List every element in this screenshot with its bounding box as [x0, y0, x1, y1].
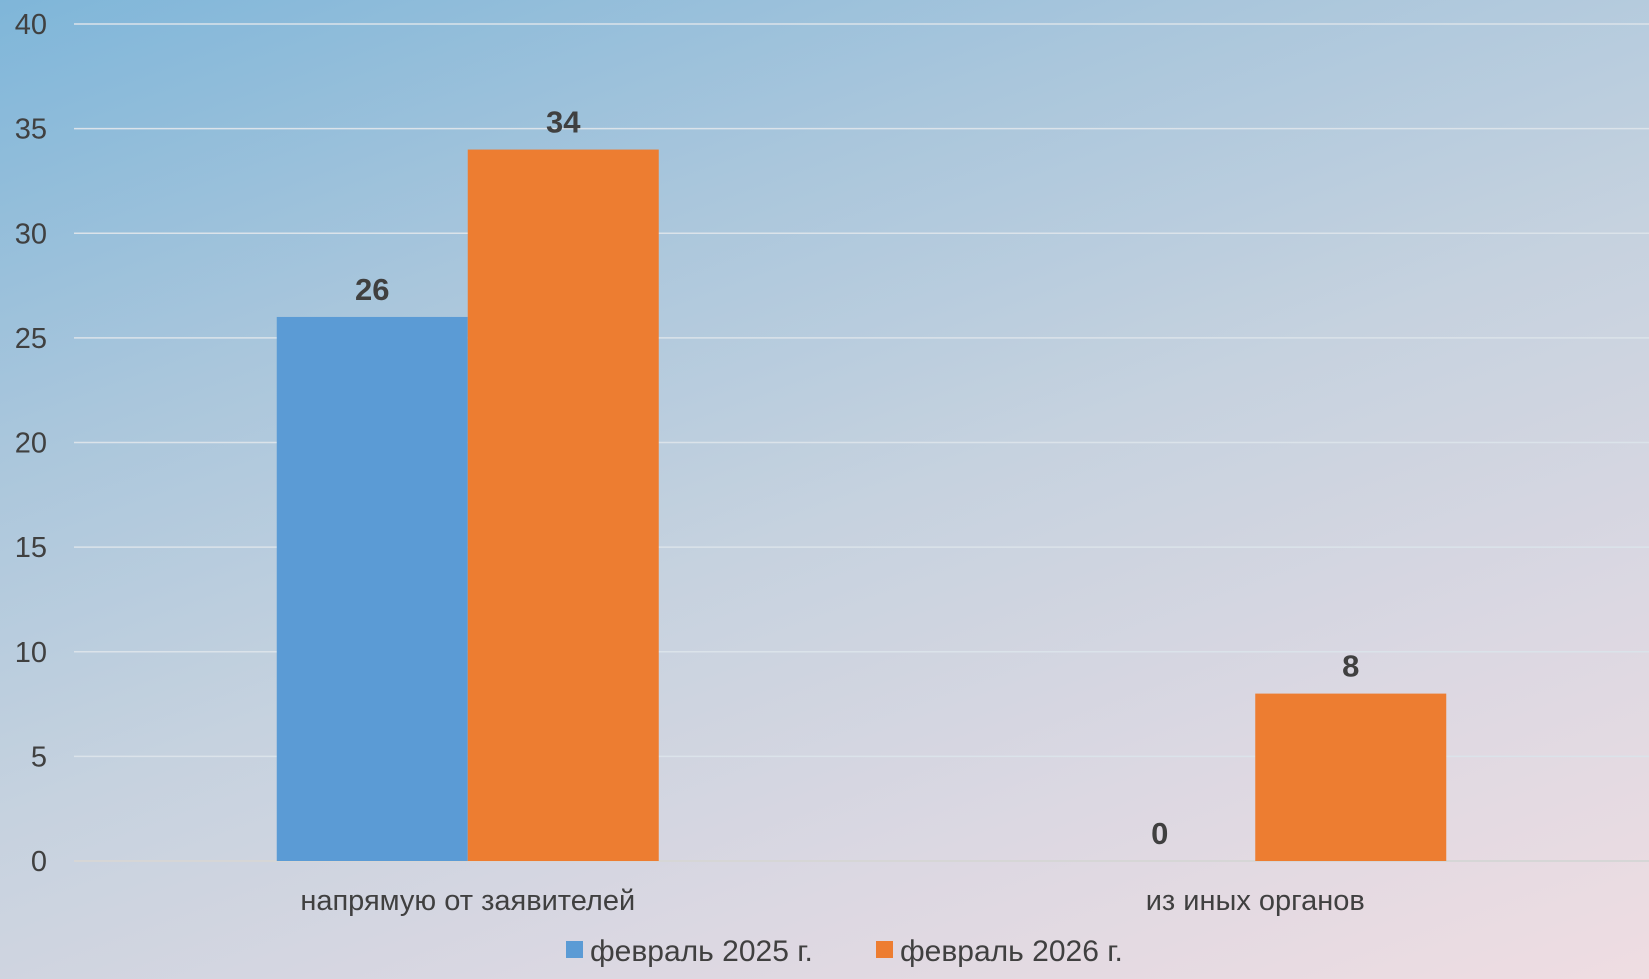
legend-label: февраль 2026 г.	[900, 935, 1123, 968]
bar-2-2	[1255, 693, 1447, 861]
legend-label: февраль 2025 г.	[590, 935, 813, 968]
y-tick-label: 25	[15, 323, 47, 355]
y-tick-label: 35	[15, 114, 47, 146]
x-category-label: из иных органов	[1146, 885, 1365, 917]
bars	[276, 149, 1447, 862]
y-tick-label: 40	[15, 9, 47, 41]
data-labels: 26 34 0 8	[355, 105, 1359, 851]
legend-swatch	[876, 941, 893, 958]
x-category-label: напрямую от заявителей	[300, 885, 635, 917]
data-label: 34	[546, 105, 581, 140]
legend: февраль 2025 г. февраль 2026 г.	[566, 935, 1123, 968]
data-label: 26	[355, 272, 389, 307]
bar-2-1	[467, 149, 659, 862]
y-tick-label: 5	[31, 741, 47, 773]
y-tick-label: 0	[31, 846, 47, 878]
y-tick-label: 30	[15, 218, 47, 250]
y-tick-label: 15	[15, 532, 47, 564]
y-tick-label: 20	[15, 428, 47, 460]
y-axis: 0 5 10 15 20 25 30 35 40	[15, 9, 47, 878]
x-axis: напрямую от заявителей из иных органов	[300, 885, 1364, 917]
data-label: 8	[1342, 649, 1359, 684]
data-label: 0	[1151, 816, 1168, 851]
y-tick-label: 10	[15, 637, 47, 669]
legend-swatch	[566, 941, 583, 958]
bar-1-1	[276, 316, 468, 861]
